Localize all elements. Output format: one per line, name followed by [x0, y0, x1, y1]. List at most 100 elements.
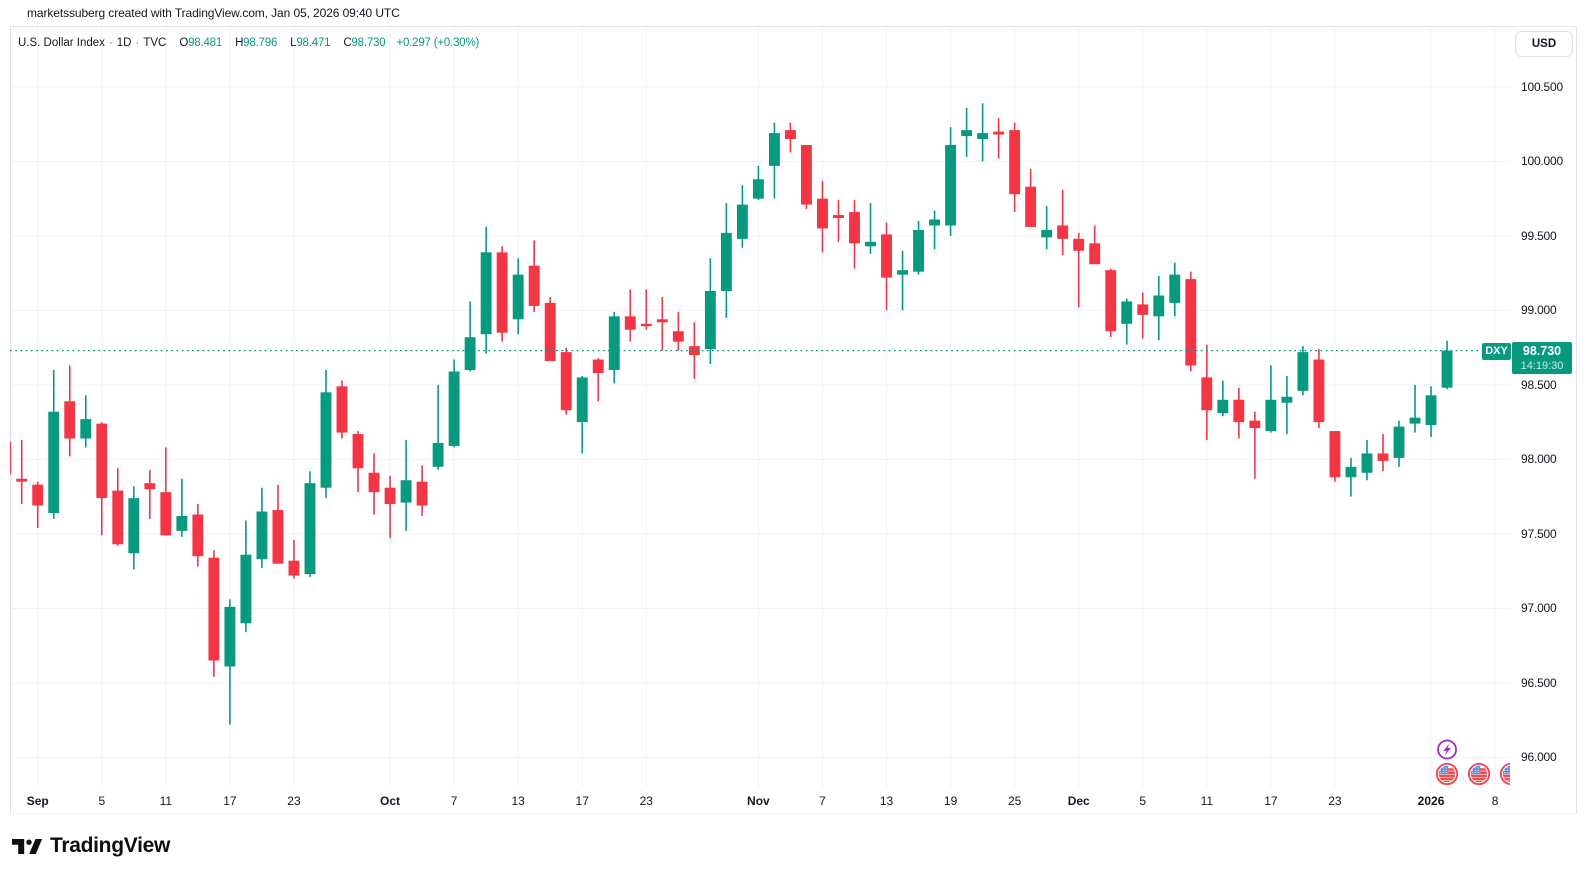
candle[interactable] — [592, 358, 604, 402]
candle[interactable] — [1009, 122, 1021, 213]
candle[interactable] — [1233, 387, 1245, 439]
us-flag-icon[interactable] — [1499, 762, 1521, 786]
candle[interactable] — [448, 359, 460, 448]
candle[interactable] — [1025, 168, 1037, 227]
us-flag-icon[interactable] — [1467, 762, 1491, 786]
candle[interactable] — [977, 103, 989, 162]
candle[interactable] — [192, 504, 204, 567]
candle[interactable] — [1345, 457, 1357, 497]
candle[interactable] — [80, 395, 92, 448]
candle[interactable] — [128, 486, 140, 570]
candle[interactable] — [1057, 189, 1069, 256]
candle[interactable] — [1441, 340, 1453, 390]
candle[interactable] — [496, 246, 508, 342]
candle[interactable] — [897, 250, 908, 311]
candle[interactable] — [672, 311, 684, 351]
candle[interactable] — [96, 422, 108, 536]
candle[interactable] — [544, 296, 556, 362]
candle[interactable] — [1185, 271, 1197, 372]
candle[interactable] — [352, 431, 364, 493]
candle[interactable] — [400, 440, 412, 531]
candle[interactable] — [1329, 431, 1341, 482]
candle[interactable] — [993, 118, 1005, 159]
candle[interactable] — [1297, 346, 1309, 396]
candle[interactable] — [528, 240, 540, 312]
candle[interactable] — [1409, 384, 1421, 433]
candle[interactable] — [320, 369, 332, 499]
candle[interactable] — [272, 484, 284, 564]
candle[interactable] — [784, 122, 796, 153]
candle[interactable] — [817, 180, 828, 253]
candle[interactable] — [1393, 420, 1405, 467]
candle[interactable] — [688, 322, 700, 379]
candle[interactable] — [512, 258, 524, 335]
candle[interactable] — [1217, 380, 1229, 417]
candle[interactable] — [160, 447, 172, 536]
candle[interactable] — [752, 165, 764, 201]
symbol-title[interactable]: U.S. Dollar Index · 1D · TVC — [18, 37, 166, 49]
candle[interactable] — [1041, 206, 1053, 250]
candle[interactable] — [1073, 232, 1085, 308]
candle[interactable] — [1377, 434, 1389, 472]
tradingview-logo[interactable]: TradingView — [12, 834, 170, 858]
candle[interactable] — [64, 365, 76, 457]
candle[interactable] — [624, 289, 636, 342]
candle[interactable] — [240, 520, 252, 633]
candle[interactable] — [801, 145, 812, 210]
candle[interactable] — [1169, 262, 1181, 317]
candle[interactable] — [1121, 298, 1133, 345]
candle[interactable] — [16, 440, 28, 505]
candle[interactable] — [336, 380, 348, 439]
candle[interactable] — [1153, 276, 1165, 341]
candle[interactable] — [1425, 386, 1437, 438]
candle[interactable] — [256, 487, 268, 569]
currency-button[interactable]: USD — [1515, 31, 1573, 57]
lightning-icon[interactable] — [1437, 739, 1457, 760]
candle-body — [368, 472, 380, 493]
candle[interactable] — [961, 107, 973, 157]
candle[interactable] — [929, 210, 941, 250]
candle[interactable] — [176, 478, 188, 537]
candle[interactable] — [608, 311, 620, 384]
candle[interactable] — [1105, 268, 1117, 338]
candle[interactable] — [304, 471, 316, 578]
candle[interactable] — [1089, 225, 1101, 265]
candle[interactable] — [224, 599, 236, 725]
candle[interactable] — [704, 258, 716, 365]
candle[interactable] — [1313, 349, 1325, 429]
candle[interactable] — [432, 384, 444, 470]
candle[interactable] — [865, 203, 876, 254]
candle[interactable] — [849, 200, 860, 269]
candle[interactable] — [1265, 365, 1277, 433]
candle[interactable] — [1249, 411, 1261, 479]
candle[interactable] — [640, 289, 652, 330]
candle[interactable] — [0, 441, 12, 475]
candle[interactable] — [720, 203, 732, 318]
candle[interactable] — [768, 122, 780, 199]
candle[interactable] — [32, 481, 44, 528]
candle[interactable] — [208, 550, 220, 677]
candle[interactable] — [560, 347, 572, 415]
candle[interactable] — [1137, 292, 1149, 339]
candle[interactable] — [480, 226, 492, 354]
candle[interactable] — [112, 468, 124, 546]
candle[interactable] — [368, 453, 380, 515]
candle[interactable] — [656, 296, 668, 351]
candle[interactable] — [384, 475, 396, 539]
candle[interactable] — [416, 465, 428, 516]
candle[interactable] — [1201, 344, 1213, 441]
candle[interactable] — [144, 469, 156, 519]
us-flag-icon[interactable] — [1435, 762, 1459, 786]
candle[interactable] — [576, 375, 588, 454]
candle[interactable] — [945, 127, 957, 236]
candle[interactable] — [913, 220, 925, 275]
candle[interactable] — [736, 185, 748, 248]
candle[interactable] — [881, 222, 892, 311]
candle[interactable] — [48, 369, 60, 519]
candle[interactable] — [1281, 375, 1293, 435]
candle[interactable] — [833, 200, 844, 242]
candle[interactable] — [288, 539, 300, 579]
candle[interactable] — [1361, 440, 1373, 481]
candle[interactable] — [464, 301, 476, 372]
